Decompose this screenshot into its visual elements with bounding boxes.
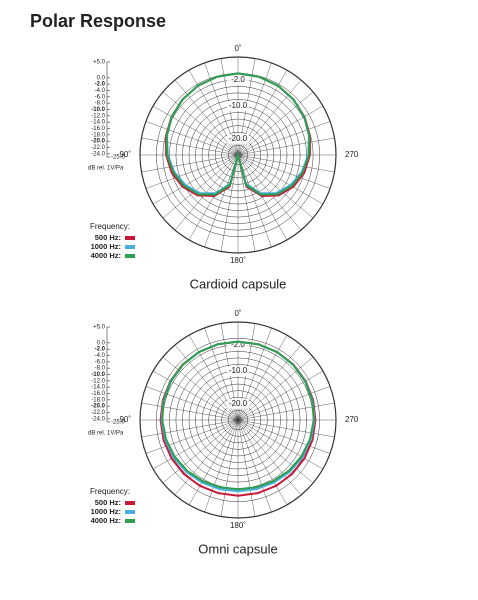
scale-label: -6.0 <box>95 359 106 365</box>
ring-label: -10.0 <box>229 101 248 110</box>
caption: Cardioid capsule <box>190 276 287 291</box>
scale-label: -16.0 <box>91 391 105 397</box>
legend-label: 4000 Hz: <box>91 251 121 260</box>
ring-label: -10.0 <box>229 366 248 375</box>
scale-label: -18.0 <box>91 397 105 403</box>
scale-label: -22.0 <box>91 145 105 151</box>
angle-label: 90˚ <box>119 415 131 424</box>
ring-label: -20.0 <box>229 134 248 143</box>
scale-label: -24.0 <box>91 151 105 157</box>
scale-label: -4.0 <box>95 353 106 359</box>
grid-ring <box>182 99 294 211</box>
ring-label: -2.0 <box>231 75 245 84</box>
scale-label: -24.0 <box>91 416 105 422</box>
legend-label: 1000 Hz: <box>91 242 121 251</box>
scale-label: -20.0 <box>91 139 105 145</box>
legend-swatch <box>125 236 135 240</box>
scale-label: -18.0 <box>91 132 105 138</box>
legend-label: 500 Hz: <box>95 233 121 242</box>
legend-swatch <box>125 254 135 258</box>
scale-label: 0.0 <box>97 75 106 81</box>
angle-label: 180˚ <box>230 256 246 265</box>
grid-ring <box>169 86 307 224</box>
scale-label: -12.0 <box>91 113 105 119</box>
ring-label-bg <box>227 339 249 350</box>
angle-label: 90˚ <box>119 150 131 159</box>
scale-label: -2.0 <box>95 347 106 353</box>
scale-label: -10.0 <box>91 372 105 378</box>
grid-ring <box>175 357 301 483</box>
grid-ring <box>208 390 268 450</box>
grid-ring <box>195 112 281 198</box>
scale-label: -25.0 <box>111 420 125 426</box>
angle-label: 270 <box>345 150 359 159</box>
scale-label: -22.0 <box>91 410 105 416</box>
grid-ring <box>234 416 242 424</box>
grid-ring <box>156 338 320 502</box>
angle-label: 0˚ <box>234 309 241 318</box>
angle-label: 180˚ <box>230 521 246 530</box>
grid-ring <box>139 321 337 519</box>
grid-ring <box>201 383 275 457</box>
legend-label: 1000 Hz: <box>91 507 121 516</box>
angle-label: 0˚ <box>234 44 241 53</box>
scale-label: 0.0 <box>97 340 106 346</box>
polar-curve <box>161 340 315 491</box>
scale-label: -14.0 <box>91 385 105 391</box>
scale-label: -25.0 <box>111 155 125 161</box>
legend-title: Frequency: <box>90 487 130 496</box>
ring-label: -2.0 <box>231 340 245 349</box>
legend-swatch <box>125 519 135 523</box>
legend-label: 4000 Hz: <box>91 516 121 525</box>
scale-label: -12.0 <box>91 378 105 384</box>
grid-ring <box>227 409 249 431</box>
ring-label-bg <box>227 74 249 85</box>
grid-ring <box>182 364 294 476</box>
grid-ring <box>175 92 301 218</box>
legend-swatch <box>125 245 135 249</box>
grid-ring <box>139 56 337 254</box>
page-title: Polar Response <box>30 11 166 31</box>
grid-ring <box>195 377 281 463</box>
scale-label: -4.0 <box>95 88 106 94</box>
scale-label: -2.0 <box>95 82 106 88</box>
scale-label: +5.0 <box>93 325 106 331</box>
ring-label-bg <box>227 366 249 376</box>
legend-label: 500 Hz: <box>95 498 121 507</box>
scale-label: -14.0 <box>91 120 105 126</box>
scale-label: -10.0 <box>91 107 105 113</box>
scale-label: +5.0 <box>93 60 106 66</box>
scale-label: -8.0 <box>95 101 106 107</box>
caption: Omni capsule <box>198 541 277 556</box>
grid-ring <box>201 118 275 192</box>
grid-ring <box>208 125 268 185</box>
grid-ring <box>227 144 249 166</box>
legend-title: Frequency: <box>90 222 130 231</box>
scale-label: -8.0 <box>95 366 106 372</box>
polar-curve <box>165 72 311 196</box>
unit-label: dB rel. 1V/Pa <box>88 166 124 172</box>
ring-label-bg <box>227 133 249 144</box>
ring-label-bg <box>227 101 249 111</box>
ring-label-bg <box>227 398 249 409</box>
ring-label: -20.0 <box>229 399 248 408</box>
scale-label: -20.0 <box>91 404 105 410</box>
scale-label: -6.0 <box>95 94 106 100</box>
legend-swatch <box>125 501 135 505</box>
grid-ring <box>214 131 262 179</box>
grid-ring <box>214 396 262 444</box>
angle-label: 270 <box>345 415 359 424</box>
scale-label: -16.0 <box>91 126 105 132</box>
unit-label: dB rel. 1V/Pa <box>88 431 124 437</box>
legend-swatch <box>125 510 135 514</box>
